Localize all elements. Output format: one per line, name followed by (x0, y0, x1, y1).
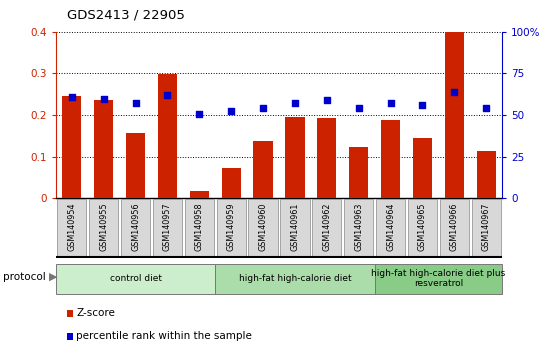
Text: GSM140958: GSM140958 (195, 202, 204, 251)
Bar (158, 74, 177, 198)
Bar (408, 199, 437, 257)
Point (195, 112, 204, 117)
Bar (344, 199, 373, 257)
Bar (413, 138, 432, 198)
Text: GSM140962: GSM140962 (323, 202, 331, 251)
Bar (374, 264, 502, 294)
Text: protocol: protocol (3, 272, 46, 282)
Bar (94, 101, 113, 198)
Text: GDS2413 / 22905: GDS2413 / 22905 (67, 9, 185, 22)
Bar (185, 199, 214, 257)
Bar (285, 117, 305, 198)
Text: GSM140957: GSM140957 (163, 202, 172, 251)
Bar (248, 199, 278, 257)
Text: GSM140954: GSM140954 (68, 202, 76, 251)
Text: Z-score: Z-score (76, 308, 116, 318)
Bar (153, 199, 182, 257)
Text: GSM140966: GSM140966 (450, 202, 459, 251)
Text: GSM140956: GSM140956 (131, 202, 140, 251)
Bar (217, 199, 246, 257)
Bar (121, 199, 150, 257)
Point (131, 100, 140, 105)
Point (163, 92, 172, 98)
Point (482, 105, 490, 110)
Text: percentile rank within the sample: percentile rank within the sample (76, 331, 252, 341)
Bar (376, 199, 405, 257)
Bar (56, 264, 215, 294)
Text: GSM140965: GSM140965 (418, 202, 427, 251)
Point (99, 96, 108, 102)
Bar (62, 96, 81, 198)
Text: GSM140955: GSM140955 (99, 202, 108, 251)
Text: GSM140967: GSM140967 (482, 202, 490, 251)
Bar (253, 141, 273, 198)
Text: GSM140964: GSM140964 (386, 202, 395, 251)
Bar (280, 199, 310, 257)
Text: high-fat high-calorie diet: high-fat high-calorie diet (239, 274, 351, 283)
Bar (222, 168, 240, 198)
Bar (89, 199, 118, 257)
Bar (126, 132, 145, 198)
Bar (57, 199, 86, 257)
Bar (381, 120, 400, 198)
Text: high-fat high-calorie diet plus
resveratrol: high-fat high-calorie diet plus resverat… (371, 269, 506, 289)
Bar (312, 199, 341, 257)
Point (291, 100, 300, 105)
Bar (477, 151, 496, 198)
Text: GSM140960: GSM140960 (258, 202, 267, 251)
Point (258, 105, 267, 110)
Point (354, 105, 363, 111)
Text: ▶: ▶ (49, 272, 57, 282)
Point (386, 101, 395, 106)
Text: GSM140961: GSM140961 (291, 202, 300, 251)
Bar (190, 191, 209, 198)
Point (450, 89, 459, 95)
Point (323, 97, 331, 103)
Point (68, 94, 76, 99)
Text: control diet: control diet (109, 274, 161, 283)
Point (418, 102, 427, 108)
Bar (349, 147, 368, 198)
Bar (472, 199, 501, 257)
Point (227, 108, 235, 114)
Text: GSM140959: GSM140959 (227, 202, 235, 251)
Bar (445, 32, 464, 198)
Bar (318, 118, 336, 198)
Bar (215, 264, 374, 294)
Bar (440, 199, 469, 257)
Text: GSM140963: GSM140963 (354, 202, 363, 251)
